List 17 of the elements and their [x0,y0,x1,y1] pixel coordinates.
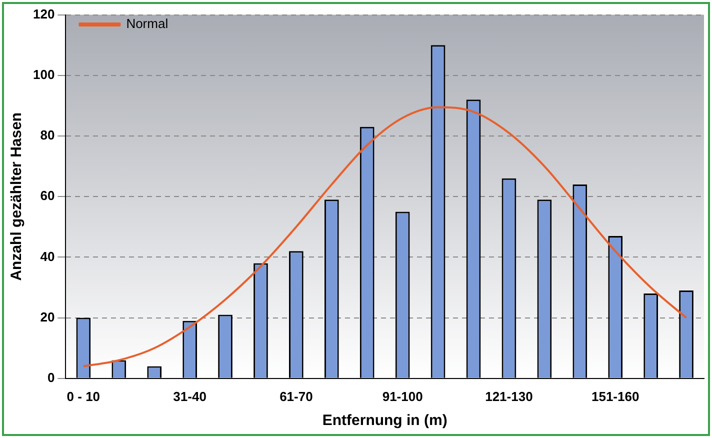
y-tick-label: 60 [40,188,55,204]
y-tick-label: 120 [32,6,55,22]
x-axis-title: Entfernung in (m) [322,412,448,430]
y-tick-label: 80 [40,128,55,143]
y-tick-label: 20 [40,309,55,324]
x-tick-label: 151-160 [591,388,640,404]
y-tick-label: 100 [32,66,55,82]
line-series [82,106,688,368]
y-tick-label: 40 [40,248,55,264]
x-tick-label: 121-130 [485,388,533,404]
x-tick-label: 0 - 10 [66,388,100,404]
y-axis-title: Anzahl gezählter Hasen [8,112,26,281]
y-tick-label: 0 [47,370,55,385]
x-tick-label: 61-70 [280,388,313,404]
x-tick-label: 91-100 [382,388,423,404]
x-tick-label: 31-40 [173,388,206,404]
legend-label: Normal [126,16,168,32]
